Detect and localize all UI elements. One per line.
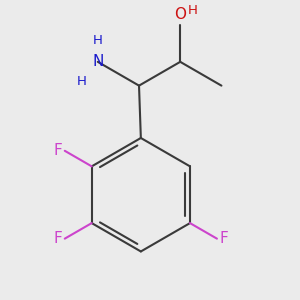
Text: H: H	[188, 4, 197, 17]
Text: F: F	[220, 231, 229, 246]
Text: N: N	[92, 54, 103, 69]
Text: F: F	[53, 143, 62, 158]
Text: H: H	[93, 34, 103, 47]
Text: O: O	[174, 7, 186, 22]
Text: H: H	[77, 75, 87, 88]
Text: F: F	[53, 231, 62, 246]
